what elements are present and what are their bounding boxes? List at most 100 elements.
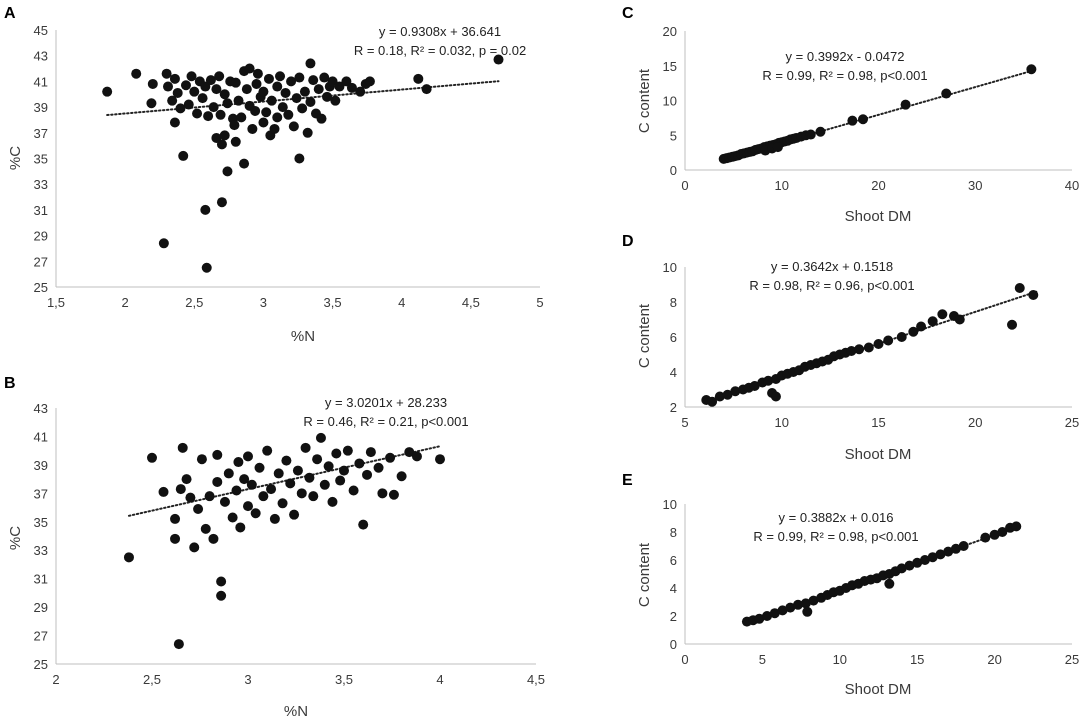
y-axis-label: C content bbox=[636, 303, 653, 368]
data-point bbox=[308, 75, 319, 86]
data-point bbox=[331, 448, 342, 459]
data-point bbox=[204, 491, 215, 502]
data-point bbox=[227, 512, 238, 523]
data-point bbox=[927, 316, 938, 327]
data-point bbox=[292, 465, 303, 476]
y-tick-label: 29 bbox=[34, 229, 48, 244]
data-point bbox=[299, 86, 310, 97]
data-point bbox=[197, 93, 208, 104]
data-point bbox=[222, 166, 233, 177]
x-axis-label: Shoot DM bbox=[845, 681, 912, 698]
x-tick-label: 5 bbox=[536, 295, 543, 310]
data-point bbox=[236, 112, 247, 123]
data-point bbox=[305, 96, 316, 107]
data-point bbox=[147, 452, 157, 463]
data-point bbox=[315, 432, 326, 443]
data-point bbox=[185, 492, 196, 503]
data-point bbox=[200, 204, 211, 215]
data-point bbox=[873, 339, 884, 349]
data-point bbox=[201, 262, 212, 273]
data-point bbox=[215, 109, 226, 120]
data-point bbox=[175, 484, 186, 495]
data-point bbox=[300, 442, 311, 453]
x-tick-label: 10 bbox=[833, 652, 847, 667]
data-point bbox=[435, 454, 445, 465]
panel-e: E y = 0.3882x + 0.016 R = 0.99, R² = 0.9… bbox=[622, 472, 1079, 698]
data-point bbox=[266, 95, 277, 106]
data-point bbox=[769, 608, 780, 619]
y-axis-label: %C bbox=[7, 526, 24, 550]
data-point bbox=[244, 63, 255, 74]
data-point bbox=[305, 58, 316, 69]
data-point bbox=[230, 136, 241, 147]
data-point bbox=[170, 513, 181, 524]
data-point bbox=[203, 111, 214, 122]
data-point bbox=[749, 381, 760, 391]
y-tick-label: 20 bbox=[663, 24, 677, 39]
x-tick-label: 4 bbox=[436, 672, 443, 687]
data-point bbox=[275, 71, 286, 82]
data-point bbox=[233, 457, 244, 468]
data-point bbox=[772, 142, 783, 153]
regression-equation: y = 0.9308x + 36.641 bbox=[379, 24, 501, 39]
data-point bbox=[239, 158, 250, 169]
x-tick-label: 4,5 bbox=[527, 672, 545, 687]
data-point bbox=[989, 529, 1000, 540]
data-point bbox=[262, 445, 273, 456]
data-point bbox=[754, 613, 765, 624]
data-point bbox=[269, 123, 280, 134]
data-point bbox=[296, 488, 307, 499]
y-tick-label: 33 bbox=[34, 543, 48, 558]
panel-label: B bbox=[4, 375, 16, 392]
data-point bbox=[312, 454, 323, 465]
y-tick-label: 35 bbox=[34, 152, 48, 167]
y-tick-label: 41 bbox=[34, 74, 48, 89]
data-point bbox=[235, 522, 246, 533]
data-point bbox=[183, 99, 194, 110]
data-point bbox=[308, 491, 319, 502]
regression-equation: y = 0.3992x - 0.0472 bbox=[786, 49, 905, 64]
data-point bbox=[239, 474, 250, 485]
data-point bbox=[385, 452, 396, 463]
y-tick-label: 4 bbox=[670, 581, 677, 596]
data-point bbox=[800, 598, 811, 609]
data-point bbox=[365, 447, 376, 458]
data-point bbox=[263, 73, 274, 84]
data-point bbox=[146, 98, 157, 109]
data-point bbox=[762, 611, 773, 621]
panel-label: D bbox=[622, 233, 634, 250]
y-tick-label: 5 bbox=[670, 128, 677, 143]
data-point bbox=[288, 121, 299, 132]
data-point bbox=[714, 391, 725, 402]
panel-a: A y = 0.9308x + 36.641 R = 0.18, R² = 0.… bbox=[4, 5, 544, 345]
data-point bbox=[916, 321, 927, 332]
data-point bbox=[1007, 319, 1018, 330]
y-tick-label: 2 bbox=[670, 609, 677, 624]
y-tick-label: 33 bbox=[34, 177, 48, 192]
data-point bbox=[912, 557, 923, 568]
data-point bbox=[322, 91, 333, 102]
data-point bbox=[313, 84, 324, 95]
data-point bbox=[273, 468, 284, 479]
panel-d: D y = 0.3642x + 0.1518 R = 0.98, R² = 0.… bbox=[622, 233, 1079, 463]
data-point bbox=[954, 314, 965, 325]
data-point bbox=[1011, 521, 1022, 532]
data-point bbox=[304, 472, 315, 483]
x-tick-label: 4,5 bbox=[462, 295, 480, 310]
data-point bbox=[246, 479, 257, 490]
data-point bbox=[283, 109, 294, 120]
y-tick-label: 15 bbox=[663, 59, 677, 74]
data-point bbox=[319, 72, 330, 83]
data-point bbox=[170, 533, 181, 544]
data-point bbox=[316, 113, 327, 124]
data-point bbox=[216, 576, 227, 587]
y-tick-label: 31 bbox=[34, 203, 48, 218]
data-point bbox=[334, 81, 345, 92]
data-point bbox=[169, 117, 180, 128]
data-point bbox=[229, 120, 240, 131]
data-point bbox=[147, 78, 158, 89]
data-point bbox=[388, 489, 399, 500]
y-tick-label: 4 bbox=[670, 365, 677, 380]
data-point bbox=[219, 89, 230, 100]
data-point bbox=[294, 72, 305, 83]
